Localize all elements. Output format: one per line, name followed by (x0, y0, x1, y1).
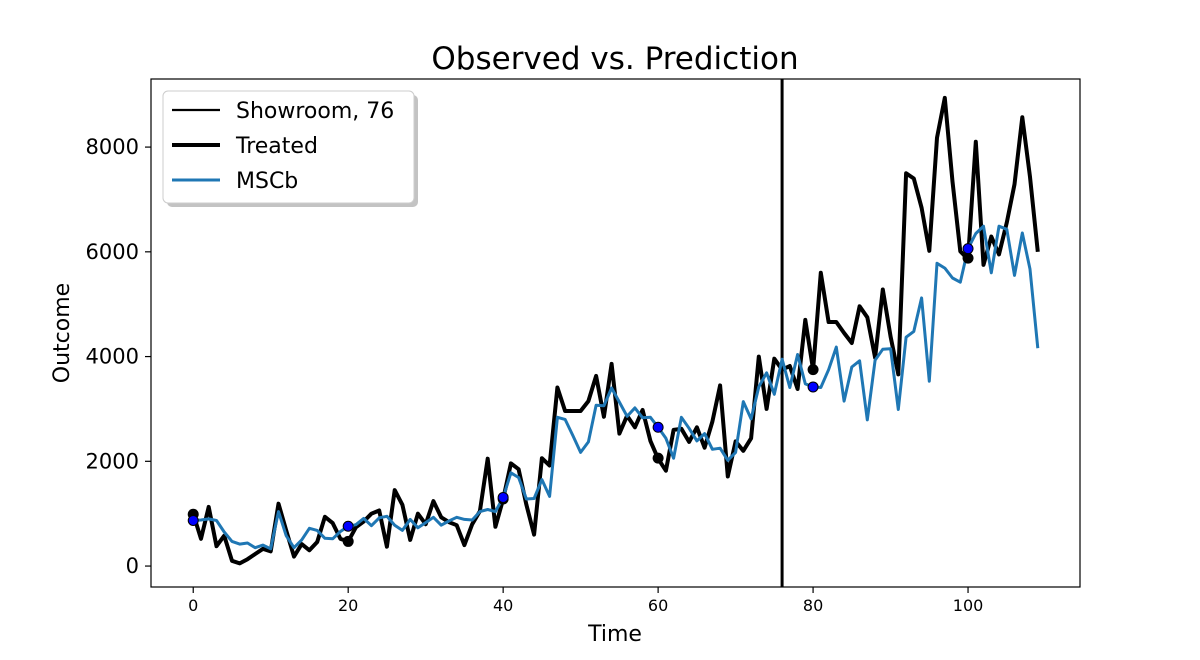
legend-label-treated: Treated (235, 134, 318, 159)
x-tick-label: 100 (953, 596, 984, 615)
predicted-marker (962, 243, 974, 255)
predicted-marker (342, 520, 354, 532)
plot-area (187, 79, 1040, 587)
predicted-marker (497, 491, 509, 503)
legend: Showroom, 76 Treated MSCb (162, 90, 418, 207)
legend-label-mscb: MSCb (236, 169, 298, 194)
series-line-treated (191, 95, 1040, 566)
chart-title: Observed vs. Prediction (431, 41, 798, 77)
predicted-marker (807, 381, 819, 393)
observed-marker (652, 452, 664, 464)
legend-box (162, 90, 415, 204)
y-tick-label: 0 (126, 554, 139, 578)
x-tick-label: 0 (188, 596, 198, 615)
x-tick-label: 20 (338, 596, 358, 615)
series-line-mscb (193, 224, 1040, 551)
observed-marker (807, 364, 819, 376)
y-axis-label: Outcome (50, 283, 75, 383)
x-axis-label: Time (587, 622, 642, 647)
x-tick-label: 80 (803, 596, 823, 615)
y-tick-label: 4000 (86, 345, 139, 369)
predicted-marker (187, 514, 199, 526)
legend-label-showroom: Showroom, 76 (236, 99, 394, 124)
observed-marker (962, 252, 974, 264)
predicted-marker (652, 421, 664, 433)
y-tick-label: 6000 (86, 240, 139, 264)
x-tick-label: 40 (493, 596, 513, 615)
x-tick-label: 60 (648, 596, 668, 615)
axes: 0 20 40 60 80 100 0 2000 4000 6000 8000 (86, 78, 1081, 615)
observed-marker (342, 535, 354, 547)
y-tick-label: 2000 (86, 449, 139, 473)
y-tick-label: 8000 (86, 135, 139, 159)
axes-frame (150, 78, 1081, 588)
